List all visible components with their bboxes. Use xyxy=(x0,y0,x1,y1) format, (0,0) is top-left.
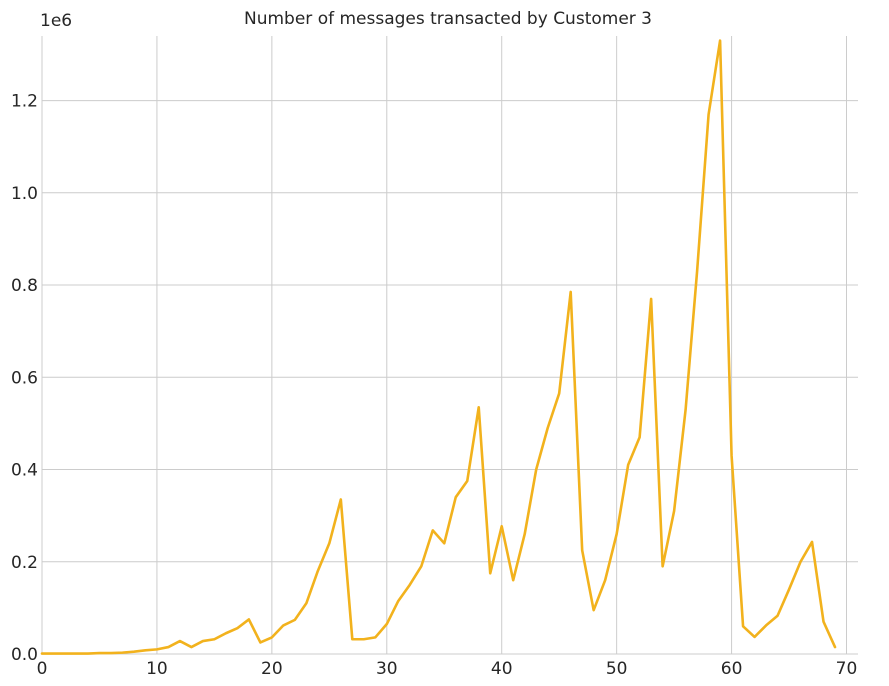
x-tick-label: 70 xyxy=(836,659,858,679)
y-tick-label: 0.8 xyxy=(11,276,38,296)
x-tick-label: 10 xyxy=(146,659,168,679)
y-axis-offset-label: 1e6 xyxy=(40,11,72,31)
series-layer xyxy=(40,39,837,655)
y-tick-label: 0.4 xyxy=(11,461,38,481)
tick-layer: 0 10 20 30 40 50 60 70 0.0 0.2 0.4 0.6 0.8 1.0 1.2 xyxy=(11,92,857,679)
x-tick-label: 30 xyxy=(376,659,398,679)
grid-layer xyxy=(41,36,858,655)
y-tick-label: 0.0 xyxy=(11,645,38,665)
x-tick-label: 0 xyxy=(37,659,48,679)
y-tick-label: 1.0 xyxy=(11,184,38,204)
x-tick-label: 60 xyxy=(721,659,743,679)
y-tick-label: 0.2 xyxy=(11,553,38,573)
x-tick-label: 50 xyxy=(606,659,628,679)
x-tick-label: 40 xyxy=(491,659,513,679)
x-tick-label: 20 xyxy=(261,659,283,679)
chart-title: Number of messages transacted by Custome… xyxy=(244,9,652,29)
y-tick-label: 0.6 xyxy=(11,368,38,388)
series-line-0 xyxy=(40,39,837,655)
y-tick-label: 1.2 xyxy=(11,92,38,112)
